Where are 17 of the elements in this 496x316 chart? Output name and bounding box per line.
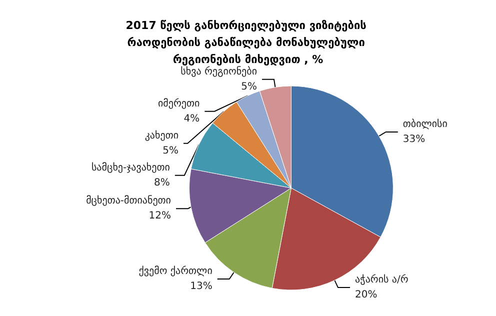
slice-label: სამცხე-ჯავახეთი (91, 161, 170, 174)
slice-label: კახეთი (144, 129, 178, 142)
slice-label: მცხეთა-მთიანეთი (86, 194, 171, 207)
chart-title: 2017 წელს განხორციელებული ვიზიტების რაოდენობის განაწილება მონახულებული რეგიონების მიხედვით , % (126, 19, 370, 66)
data-label: 5% (241, 81, 257, 92)
data-label: 33% (402, 134, 426, 146)
slice-label: აჭარის ა/რ (355, 274, 408, 286)
slice-label: სხვა რეგიონები (180, 65, 257, 78)
data-label: 4% (184, 113, 200, 124)
data-label: 20% (355, 290, 378, 301)
data-label: 12% (148, 210, 171, 222)
slice-label: თბილისი (402, 118, 448, 130)
slice-label: ქვემო ქართლი (138, 264, 212, 277)
data-label: 13% (190, 280, 212, 292)
data-label: 8% (154, 177, 170, 188)
slice-label: იმერეთი (158, 97, 200, 110)
data-label: 5% (162, 145, 178, 156)
